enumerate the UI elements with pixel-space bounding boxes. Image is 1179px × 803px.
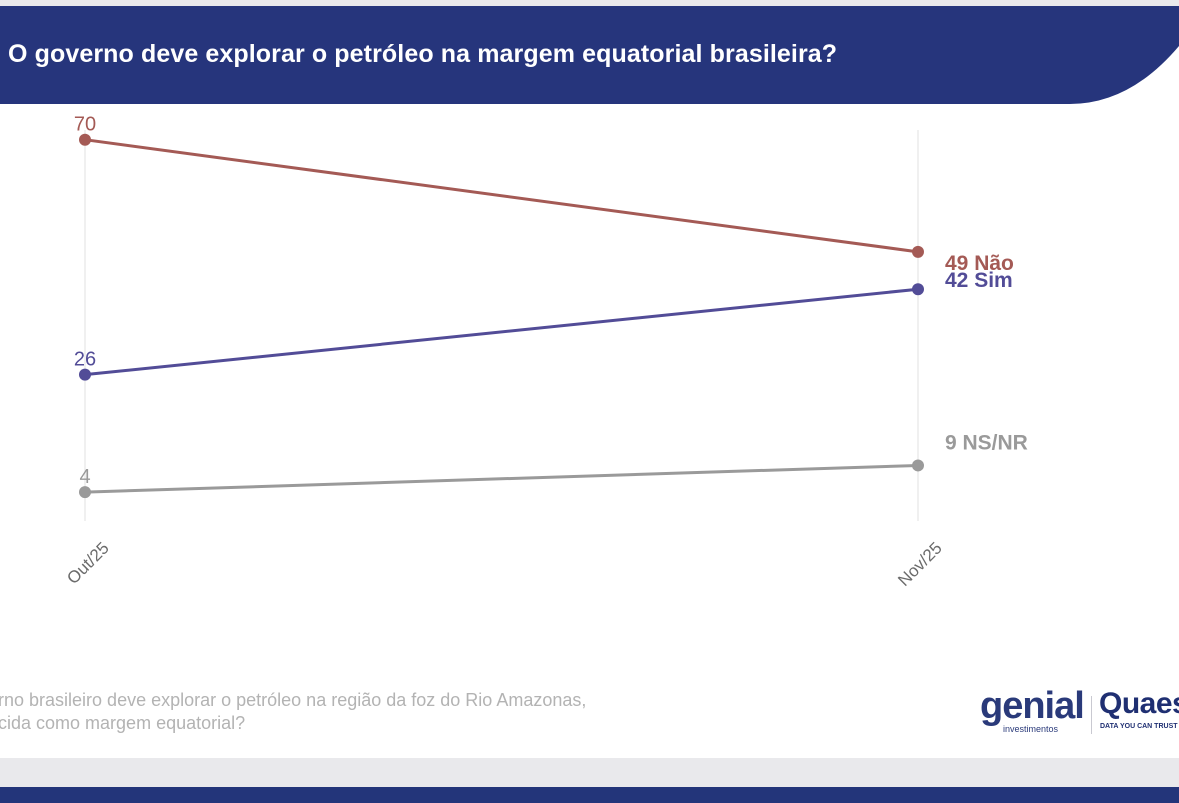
quaest-logo-sub: DATA YOU CAN TRUST	[1100, 723, 1178, 730]
logo-divider	[1091, 696, 1092, 734]
x-tick-label-0: Out/25	[63, 538, 113, 588]
end-label-nsnr: 9 NS/NR	[945, 431, 1028, 454]
start-label-nsnr: 4	[79, 466, 90, 488]
data-point-sim-1	[912, 283, 924, 296]
series-line-nao	[84, 138, 919, 254]
end-label-sim: 42 Sim	[945, 269, 1013, 292]
chart-title: O governo deve explorar o petróleo na ma…	[8, 40, 838, 68]
end-label-nao: 49 Não	[945, 252, 1014, 275]
bottom-bar	[0, 787, 1179, 803]
start-label-sim: 26	[74, 349, 96, 371]
genial-logo-sub: investimentos	[1003, 724, 1059, 734]
slide: O governo deve explorar o petróleo na ma…	[0, 6, 1179, 758]
quaest-logo-word: Quaest	[1099, 687, 1179, 720]
footnote-line-2: ecida como margem equatorial?	[0, 713, 246, 733]
series-line-nsnr	[84, 463, 919, 494]
start-label-nao: 70	[74, 114, 96, 136]
data-point-nsnr-1	[912, 459, 924, 472]
data-point-nao-1	[912, 245, 924, 258]
genial-logo-word: genial	[980, 685, 1085, 727]
question-footnote: erno brasileiro deve explorar o petróleo…	[0, 689, 688, 735]
data-point-sim-0	[79, 368, 91, 381]
data-point-nsnr-0	[79, 486, 91, 499]
data-point-nao-0	[79, 133, 91, 146]
footnote-line-1: erno brasileiro deve explorar o petróleo…	[0, 690, 587, 710]
quaest-logo: Quaest DATA YOU CAN TRUST	[1099, 687, 1179, 737]
genial-logo: genial investimentos	[980, 685, 1085, 737]
x-tick-label-1: Nov/25	[894, 538, 946, 590]
header-band	[0, 6, 1179, 104]
line-chart: Out/25 Nov/25 70 49 Não 26 42 Sim 4 9 NS/NR	[63, 114, 1028, 590]
series-line-sim	[84, 287, 919, 377]
